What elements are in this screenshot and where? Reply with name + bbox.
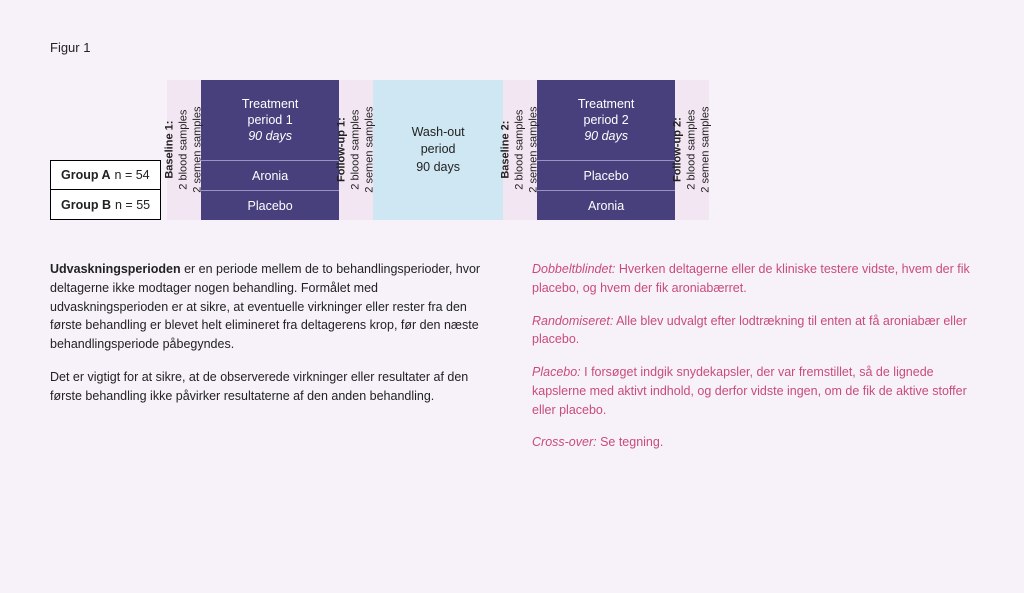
treatment-2-title-1: Treatment bbox=[578, 96, 635, 112]
followup-1-title: Follow-up 1: bbox=[335, 118, 347, 183]
treatment-1-title-1: Treatment bbox=[242, 96, 299, 112]
group-a-n: n = 54 bbox=[115, 168, 150, 182]
baseline-1-title: Baseline 1: bbox=[163, 121, 175, 179]
followup-1-column: Follow-up 1: 2 blood samples 2 semen sam… bbox=[339, 80, 373, 220]
study-diagram: Group A n = 54 Group B n = 55 Baseline 1… bbox=[50, 80, 974, 220]
treatment-1-group-a: Aronia bbox=[201, 160, 339, 190]
left-p1-bold: Udvaskningsperioden bbox=[50, 262, 181, 276]
right-paragraph-4: Cross-over: Se tegning. bbox=[532, 433, 974, 452]
treatment-2-group-b: Aronia bbox=[537, 190, 675, 220]
baseline-1-line2: 2 semen samples bbox=[191, 107, 203, 193]
right-paragraph-2: Randomiseret: Alle blev udvalgt efter lo… bbox=[532, 312, 974, 350]
baseline-2-line1: 2 blood samples bbox=[513, 110, 525, 190]
followup-1-line2: 2 semen samples bbox=[363, 107, 375, 193]
treatment-2-group-a: Placebo bbox=[537, 160, 675, 190]
right-p4-rest: Se tegning. bbox=[597, 435, 664, 449]
right-p1-term: Dobbeltblindet: bbox=[532, 262, 615, 276]
treatment-1-header: Treatment period 1 90 days bbox=[201, 80, 339, 160]
followup-2-line1: 2 blood samples bbox=[685, 110, 697, 190]
followup-2-column: Follow-up 2: 2 blood samples 2 semen sam… bbox=[675, 80, 709, 220]
right-p2-term: Randomiseret: bbox=[532, 314, 613, 328]
baseline-1-column: Baseline 1: 2 blood samples 2 semen samp… bbox=[167, 80, 201, 220]
baseline-1-line1: 2 blood samples bbox=[177, 110, 189, 190]
right-paragraph-3: Placebo: I forsøget indgik snydekapsler,… bbox=[532, 363, 974, 419]
text-columns: Udvaskningsperioden er en periode mellem… bbox=[50, 260, 974, 466]
figure-title: Figur 1 bbox=[50, 40, 974, 55]
treatment-2-header: Treatment period 2 90 days bbox=[537, 80, 675, 160]
baseline-2-column: Baseline 2: 2 blood samples 2 semen samp… bbox=[503, 80, 537, 220]
treatment-2-days: 90 days bbox=[584, 128, 628, 144]
baseline-2-title: Baseline 2: bbox=[499, 121, 511, 179]
washout-line1: Wash-out bbox=[412, 125, 465, 139]
treatment-2-column: Treatment period 2 90 days Placebo Aroni… bbox=[537, 80, 675, 220]
followup-2-title: Follow-up 2: bbox=[671, 118, 683, 183]
baseline-2-line2: 2 semen samples bbox=[527, 107, 539, 193]
washout-column: Wash-out period 90 days bbox=[373, 80, 503, 220]
right-paragraph-1: Dobbeltblindet: Hverken deltagerne eller… bbox=[532, 260, 974, 298]
treatment-1-days: 90 days bbox=[248, 128, 292, 144]
right-p3-term: Placebo: bbox=[532, 365, 581, 379]
followup-2-line2: 2 semen samples bbox=[699, 107, 711, 193]
left-paragraph-1: Udvaskningsperioden er en periode mellem… bbox=[50, 260, 492, 354]
group-b-n: n = 55 bbox=[115, 198, 150, 212]
group-a-box: Group A n = 54 bbox=[50, 160, 161, 190]
right-text-column: Dobbeltblindet: Hverken deltagerne eller… bbox=[532, 260, 974, 466]
washout-line2: period bbox=[421, 142, 456, 156]
right-p3-rest: I forsøget indgik snydekapsler, der var … bbox=[532, 365, 967, 417]
treatment-2-title-2: period 2 bbox=[584, 112, 629, 128]
washout-line3: 90 days bbox=[416, 160, 460, 174]
group-a-label: Group A bbox=[61, 168, 111, 182]
treatment-1-column: Treatment period 1 90 days Aronia Placeb… bbox=[201, 80, 339, 220]
left-text-column: Udvaskningsperioden er en periode mellem… bbox=[50, 260, 492, 466]
treatment-1-group-b: Placebo bbox=[201, 190, 339, 220]
groups-column: Group A n = 54 Group B n = 55 bbox=[50, 80, 161, 220]
group-b-label: Group B bbox=[61, 198, 111, 212]
right-p4-term: Cross-over: bbox=[532, 435, 597, 449]
treatment-1-title-2: period 1 bbox=[248, 112, 293, 128]
followup-1-line1: 2 blood samples bbox=[349, 110, 361, 190]
group-b-box: Group B n = 55 bbox=[50, 190, 161, 220]
left-paragraph-2: Det er vigtigt for at sikre, at de obser… bbox=[50, 368, 492, 406]
